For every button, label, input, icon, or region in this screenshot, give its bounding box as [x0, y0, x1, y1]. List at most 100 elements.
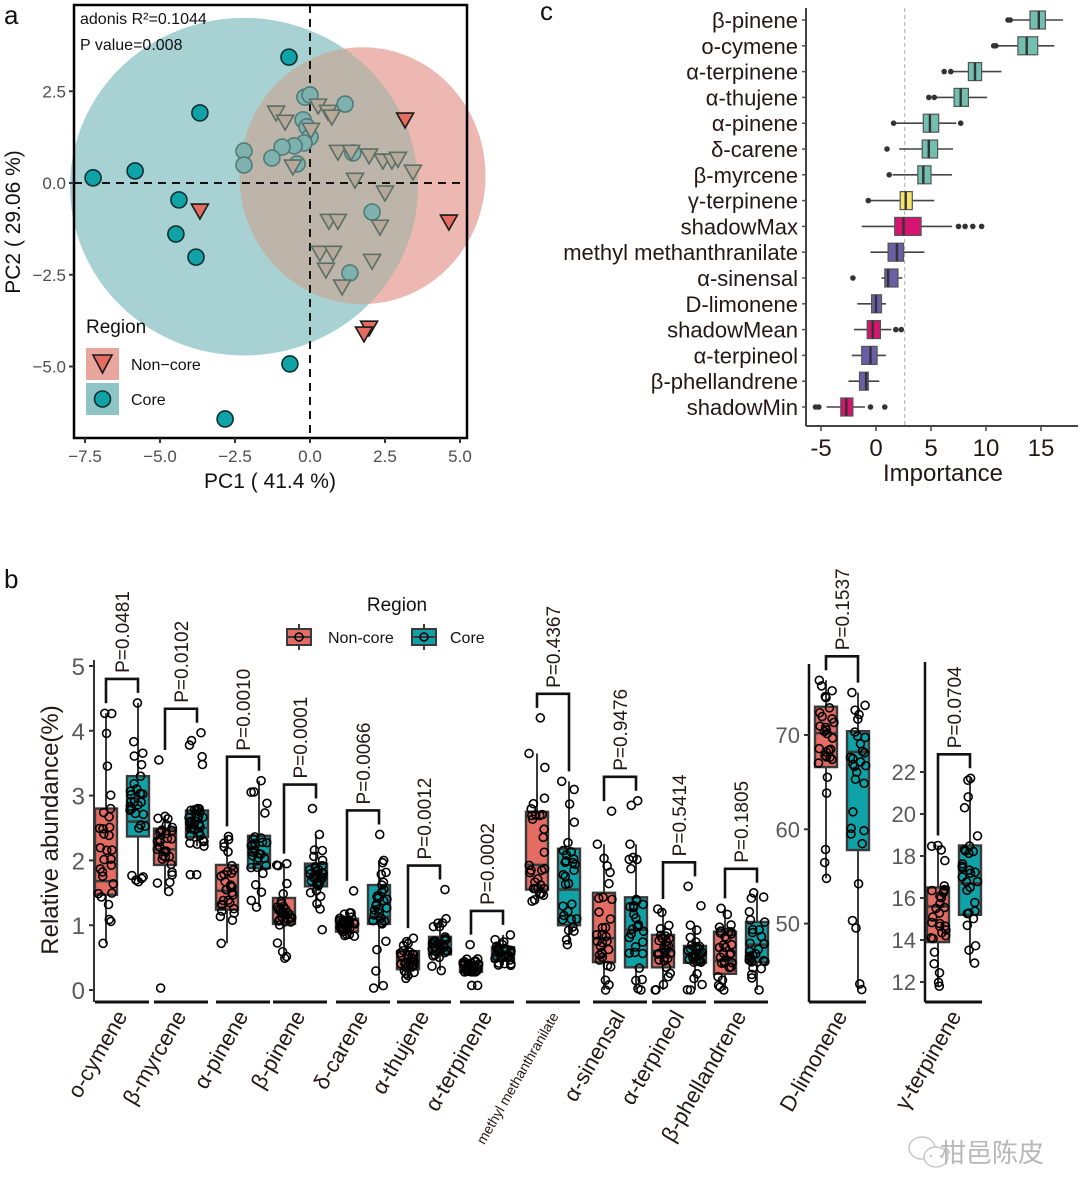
data-point: [816, 681, 827, 691]
data-point: [285, 913, 295, 923]
data-point: [135, 820, 146, 830]
feature-label: β-myrcene: [694, 163, 798, 188]
panel-a-pca: −7.5 −5.0 −2.5 0.0 2.5 5.0 2.5 0.0 −2.5 −5.0 PC1 (…: [2, 3, 486, 493]
data-point: [756, 963, 767, 974]
significance-bracket: P=0.0002: [469, 823, 505, 935]
data-point: [959, 802, 970, 813]
data-point: [348, 886, 359, 896]
point-noncore: [341, 144, 361, 162]
importance-row: α-pinene: [712, 111, 964, 136]
box-group: [184, 727, 210, 880]
feature-label: β-phellandrene: [651, 369, 798, 394]
outlier: [957, 120, 964, 126]
point-noncore: [345, 172, 365, 190]
data-point: [346, 912, 357, 922]
panel-letter-a: a: [4, 0, 19, 30]
legend-label-noncore: Non−core: [131, 357, 201, 374]
y-tick-label: 0.0: [42, 174, 66, 193]
outlier: [993, 43, 999, 49]
data-point: [167, 822, 178, 833]
data-point: [819, 857, 830, 868]
importance-row: shadowMax: [681, 214, 985, 239]
box: [884, 268, 899, 288]
box-group: [845, 687, 871, 995]
x-tick-label: 10: [973, 435, 1000, 462]
data-point: [317, 924, 327, 935]
data-point: [252, 862, 262, 873]
data-point: [540, 762, 550, 773]
data-point: [846, 829, 856, 839]
legend-label: Non-core: [328, 630, 394, 647]
data-point: [282, 878, 292, 889]
data-point: [261, 837, 272, 848]
importance-row: shadowMean: [667, 318, 905, 343]
significance-bracket: P=0.0066: [345, 723, 381, 881]
point-noncore: [310, 245, 330, 263]
data-point: [499, 958, 510, 969]
data-point: [435, 939, 445, 949]
data-point: [530, 810, 541, 820]
data-point: [468, 961, 479, 971]
box-group: [524, 713, 550, 907]
data-point: [505, 930, 516, 940]
importance-row: α-sinensal: [697, 266, 903, 291]
data-point: [223, 831, 234, 842]
data-point: [185, 838, 195, 848]
feature-label: methyl methanthranilate: [563, 240, 798, 265]
box-group: [591, 806, 617, 995]
x-tick-label: 5: [924, 435, 937, 462]
data-point: [600, 975, 611, 985]
x-tick-label: 2.5: [373, 447, 397, 466]
data-point: [185, 831, 196, 841]
data-point: [851, 767, 862, 778]
data-point: [606, 806, 617, 816]
point-noncore: [362, 253, 382, 271]
p-value-label: P=0.0001: [291, 697, 312, 779]
x-tick-label: −2.5: [218, 447, 252, 466]
data-point: [490, 934, 500, 945]
data-point: [713, 971, 723, 982]
category-2: P=0.0010 α-pinene: [189, 669, 272, 1093]
data-point: [246, 840, 257, 851]
x-axis-title: PC1 ( 41.4 %): [204, 470, 336, 493]
data-point: [164, 851, 175, 862]
data-point: [934, 967, 945, 978]
point-noncore: [328, 213, 348, 231]
data-point: [929, 947, 940, 957]
data-point: [854, 709, 864, 720]
data-point: [624, 948, 635, 958]
point-core: [170, 191, 188, 209]
significance-bracket: P=0.0012: [406, 778, 442, 929]
data-point: [957, 861, 968, 872]
data-point: [305, 887, 316, 898]
box-group: [334, 886, 360, 942]
data-point: [651, 985, 661, 995]
data-point: [104, 914, 115, 925]
y-tick-label: 0: [72, 978, 85, 1005]
data-point: [627, 924, 638, 934]
box-group: [93, 708, 119, 949]
point-core: [281, 355, 299, 373]
data-point: [964, 865, 975, 875]
p-value-label: P=0.0102: [172, 621, 193, 703]
p-value-label: P=0.1805: [732, 781, 753, 863]
data-point: [103, 899, 114, 910]
box-group: [214, 831, 240, 949]
point-core: [216, 410, 234, 428]
data-point: [250, 879, 261, 890]
data-point: [559, 910, 569, 921]
outlier: [865, 197, 872, 204]
data-point: [428, 951, 438, 961]
p-value-label: P=0.0066: [354, 723, 375, 805]
data-point: [962, 908, 973, 919]
data-point: [427, 961, 437, 971]
data-point: [750, 949, 761, 959]
box-group: [152, 755, 178, 993]
outlier: [890, 120, 897, 126]
data-point: [219, 841, 229, 852]
data-point: [714, 942, 725, 953]
data-point: [940, 855, 950, 866]
data-point: [637, 937, 648, 947]
data-point: [429, 936, 439, 946]
data-point: [198, 812, 208, 823]
